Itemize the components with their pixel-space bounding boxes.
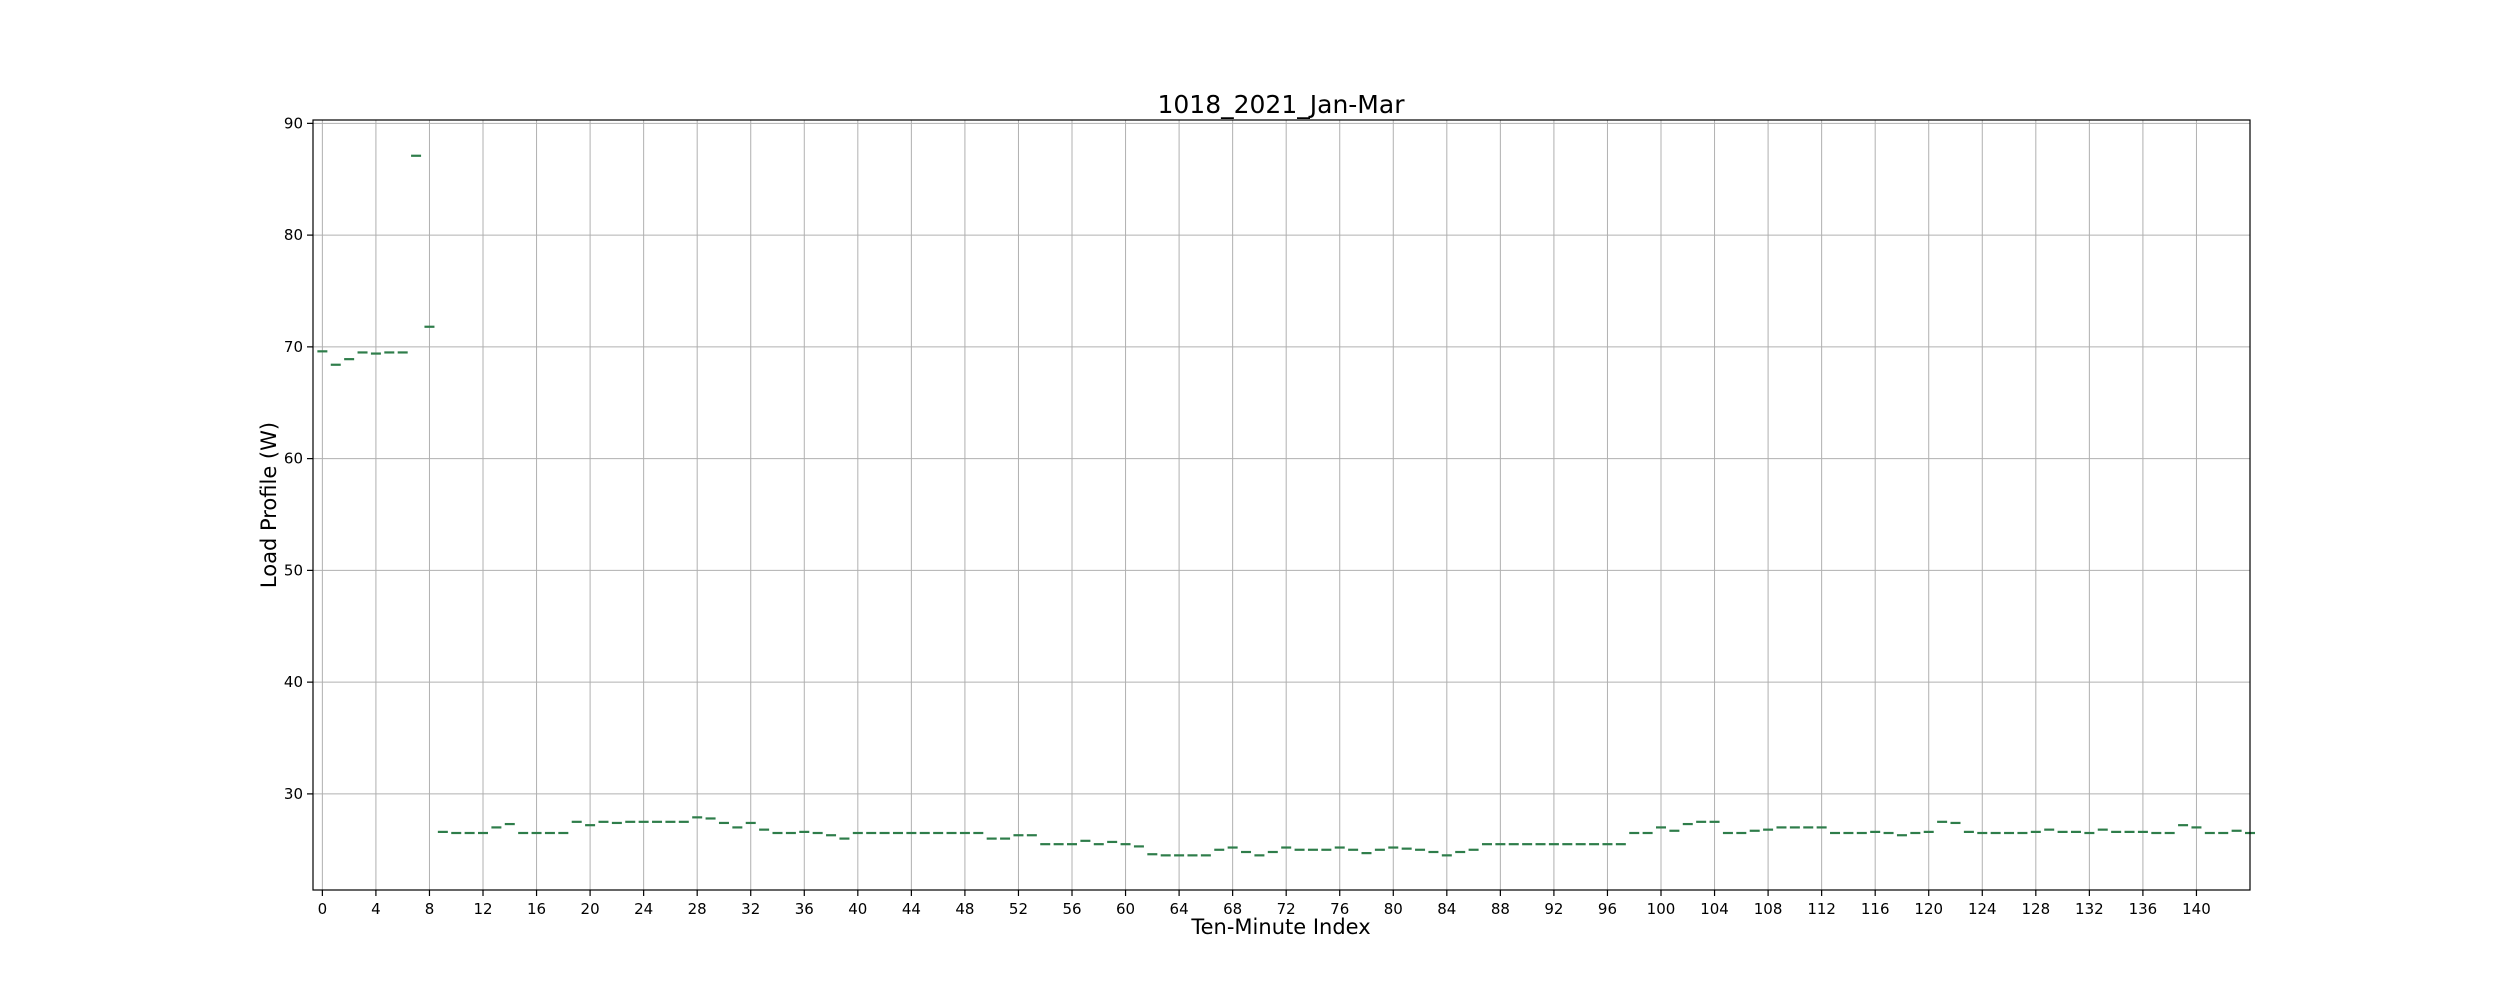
x-tick-label-29: 116 (1861, 900, 1890, 918)
x-tick-label-17: 68 (1223, 900, 1242, 918)
x-tick-label-10: 40 (848, 900, 867, 918)
x-tick-label-7: 28 (688, 900, 707, 918)
y-tick-label-3: 60 (284, 450, 303, 468)
x-tick-label-35: 140 (2182, 900, 2211, 918)
x-axis-label: Ten-Minute Index (1190, 915, 1370, 939)
x-tick-label-12: 48 (955, 900, 974, 918)
ticks-layer: 0 4 8 12 16 20 24 28 32 36 40 44 48 52 56 60 64 68 72 76 80 8… (284, 114, 2211, 918)
x-tick-label-8: 32 (741, 900, 760, 918)
x-tick-label-33: 132 (2075, 900, 2104, 918)
x-tick-label-4: 16 (527, 900, 546, 918)
y-axis-label: Load Profile (W) (257, 422, 281, 588)
marks-layer (317, 154, 2255, 857)
x-tick-label-9: 36 (795, 900, 814, 918)
x-tick-label-0: 0 (318, 900, 328, 918)
y-tick-label-6: 90 (284, 114, 303, 132)
x-tick-label-20: 80 (1384, 900, 1403, 918)
x-tick-label-34: 136 (2129, 900, 2158, 918)
y-tick-label-1: 40 (284, 673, 303, 691)
x-tick-label-22: 88 (1491, 900, 1510, 918)
x-tick-label-18: 72 (1277, 900, 1296, 918)
x-tick-label-14: 56 (1062, 900, 1081, 918)
x-tick-label-26: 104 (1700, 900, 1729, 918)
x-tick-label-3: 12 (473, 900, 492, 918)
y-tick-label-2: 50 (284, 561, 303, 579)
x-tick-label-24: 96 (1598, 900, 1617, 918)
x-tick-label-2: 8 (425, 900, 435, 918)
x-tick-label-1: 4 (371, 900, 381, 918)
x-tick-label-31: 124 (1968, 900, 1997, 918)
x-tick-label-19: 76 (1330, 900, 1349, 918)
x-tick-label-5: 20 (581, 900, 600, 918)
y-tick-label-5: 80 (284, 226, 303, 244)
x-tick-label-15: 60 (1116, 900, 1135, 918)
x-tick-label-16: 64 (1170, 900, 1189, 918)
y-tick-label-4: 70 (284, 338, 303, 356)
grid-layer (313, 120, 2250, 890)
plot-frame (312, 119, 2251, 891)
x-tick-label-21: 84 (1437, 900, 1456, 918)
x-tick-label-23: 92 (1544, 900, 1563, 918)
x-tick-label-30: 120 (1914, 900, 1943, 918)
x-tick-label-32: 128 (2021, 900, 2050, 918)
x-tick-label-27: 108 (1754, 900, 1783, 918)
x-tick-label-28: 112 (1807, 900, 1836, 918)
y-tick-label-0: 30 (284, 785, 303, 803)
x-tick-label-6: 24 (634, 900, 653, 918)
x-tick-label-13: 52 (1009, 900, 1028, 918)
chart-title: 1018_2021_Jan-Mar (1158, 90, 1406, 119)
x-tick-label-25: 100 (1647, 900, 1676, 918)
x-tick-label-11: 44 (902, 900, 921, 918)
